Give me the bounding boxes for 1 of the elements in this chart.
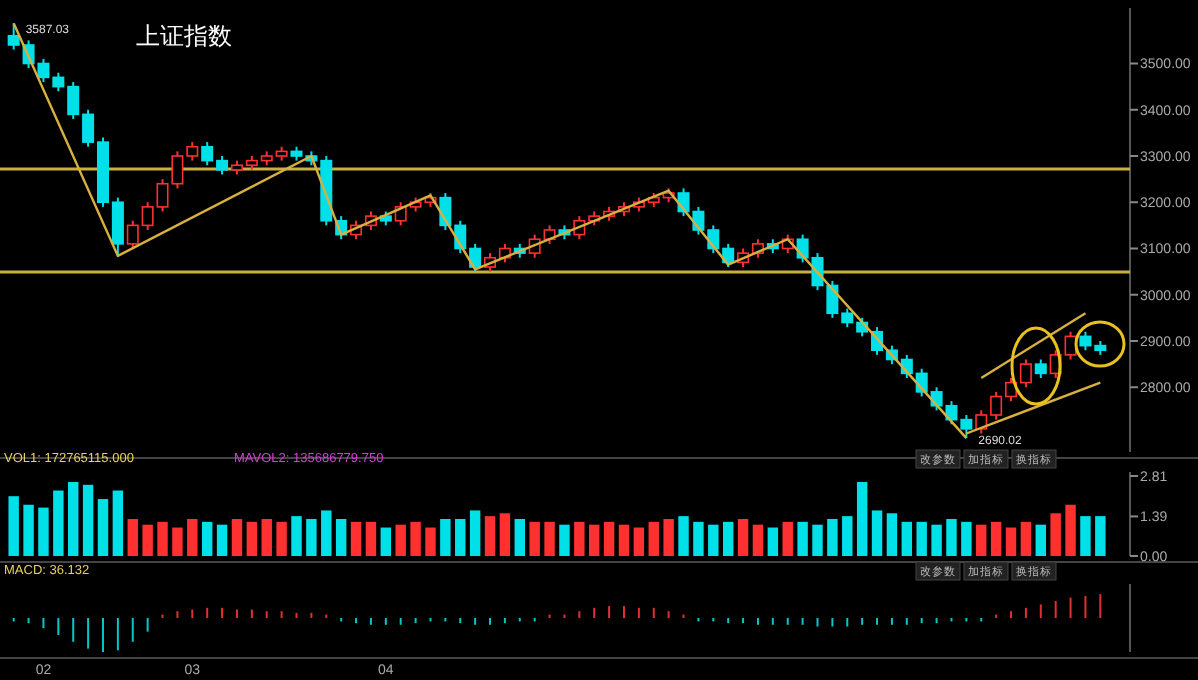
- text: 上证指数: [136, 22, 232, 50]
